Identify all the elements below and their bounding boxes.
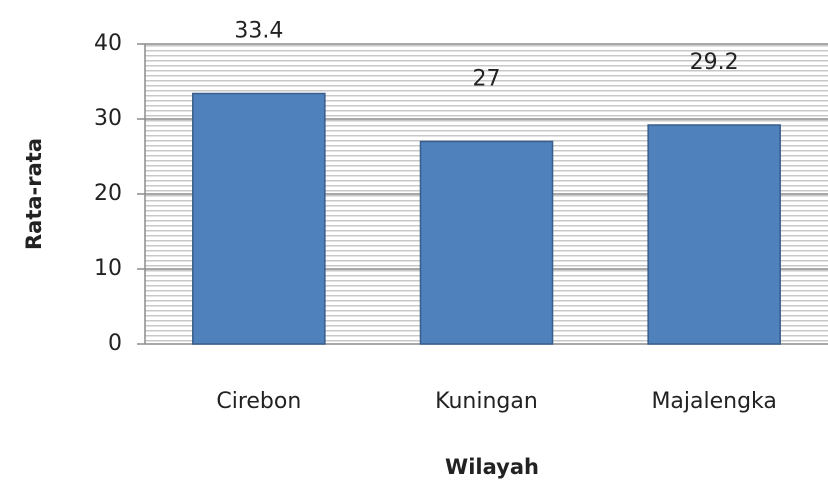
data-label: 33.4 — [234, 19, 283, 44]
x-tick-label: Kuningan — [435, 389, 538, 414]
y-tick-label: 0 — [108, 331, 122, 356]
y-tick-label: 30 — [94, 106, 122, 131]
x-axis-title: Wilayah — [445, 455, 539, 479]
y-tick-label: 20 — [94, 181, 122, 206]
y-tick-label: 10 — [94, 256, 122, 281]
bar — [647, 124, 781, 345]
bar — [192, 92, 326, 345]
bar — [419, 140, 554, 345]
y-tick-label: 40 — [94, 31, 122, 56]
y-axis-title: Rata-rata — [22, 138, 46, 250]
x-tick-label: Cirebon — [216, 389, 301, 414]
data-label: 29.2 — [690, 50, 739, 75]
x-tick-label: Majalengka — [651, 389, 776, 414]
data-label: 27 — [473, 67, 501, 92]
